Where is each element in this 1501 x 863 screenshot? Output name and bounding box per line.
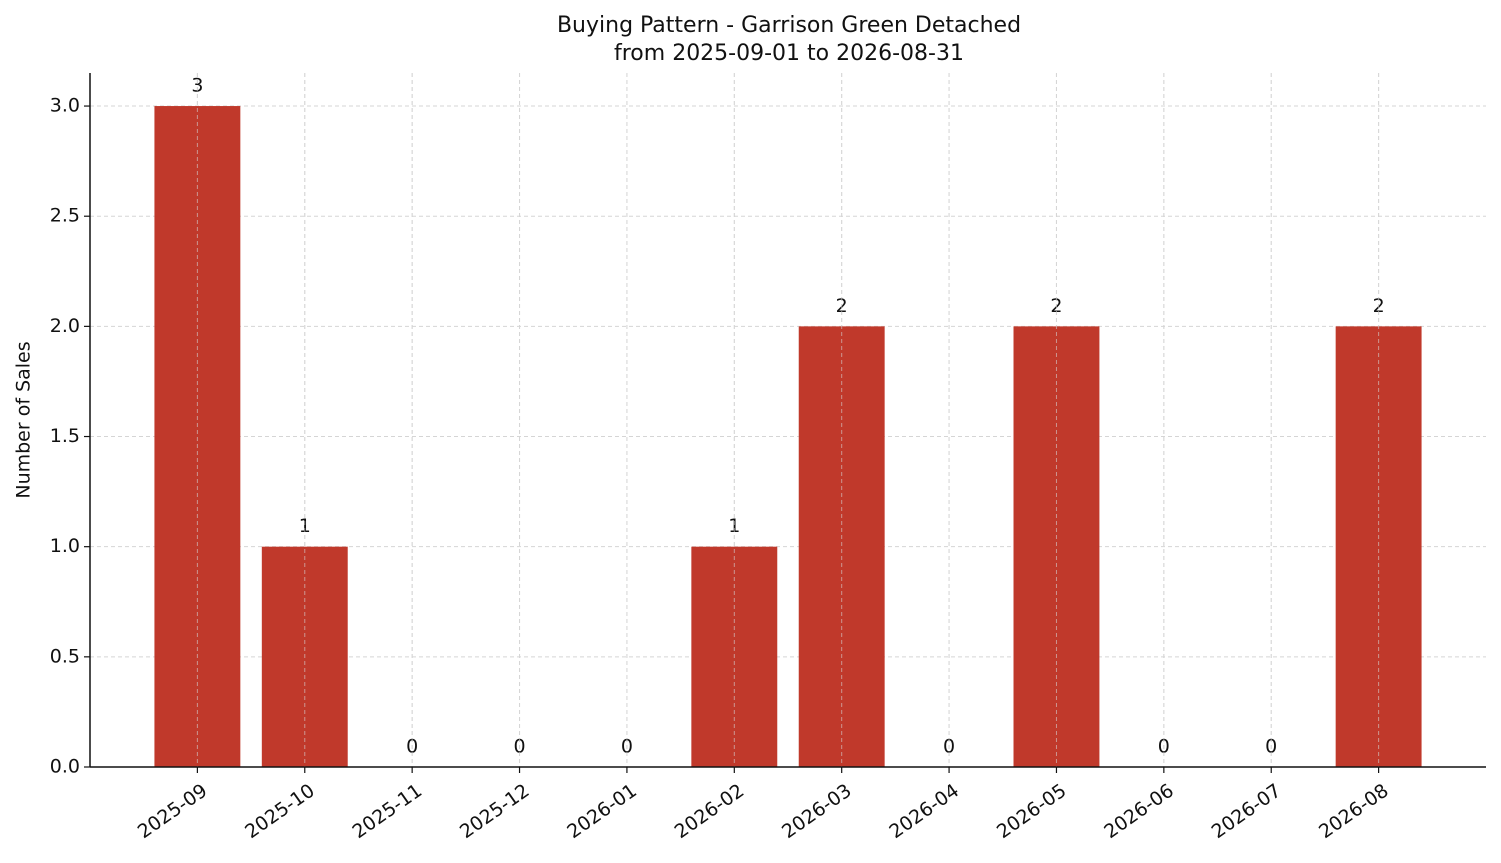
x-tick-label: 2025-12 (456, 780, 534, 844)
y-tick-label: 2.5 (50, 205, 80, 227)
bar (1013, 326, 1100, 767)
x-tick-label: 2026-06 (1100, 780, 1178, 844)
y-axis-label: Number of Sales (13, 341, 35, 498)
x-tick-label: 2026-04 (885, 780, 963, 844)
bar (154, 106, 241, 768)
x-tick-label: 2026-08 (1315, 780, 1393, 844)
x-tick-label: 2026-01 (563, 780, 641, 844)
y-tick-label: 3.0 (50, 95, 80, 117)
x-tick-label: 2025-10 (241, 780, 319, 844)
y-tick-label: 0.5 (50, 645, 80, 667)
y-tick-label: 1.0 (50, 535, 80, 557)
y-tick-label: 0.0 (50, 756, 80, 778)
bar (1335, 326, 1422, 767)
bar (798, 326, 885, 767)
x-tick-label: 2026-07 (1208, 780, 1286, 844)
y-tick-label: 2.0 (50, 315, 80, 337)
x-tick-label: 2026-02 (671, 780, 749, 844)
value-label: 1 (299, 515, 311, 537)
x-tick-label: 2026-03 (778, 780, 856, 844)
x-tick-label: 2025-11 (349, 780, 427, 844)
x-tick-label: 2026-05 (993, 780, 1071, 844)
y-tick-label: 1.5 (50, 425, 80, 447)
value-label: 3 (191, 75, 203, 97)
value-label: 1 (728, 515, 740, 537)
x-tick-label: 2025-09 (134, 780, 212, 844)
chart-subtitle: from 2025-09-01 to 2026-08-31 (614, 41, 964, 66)
chart-title: Buying Pattern - Garrison Green Detached (557, 13, 1021, 38)
